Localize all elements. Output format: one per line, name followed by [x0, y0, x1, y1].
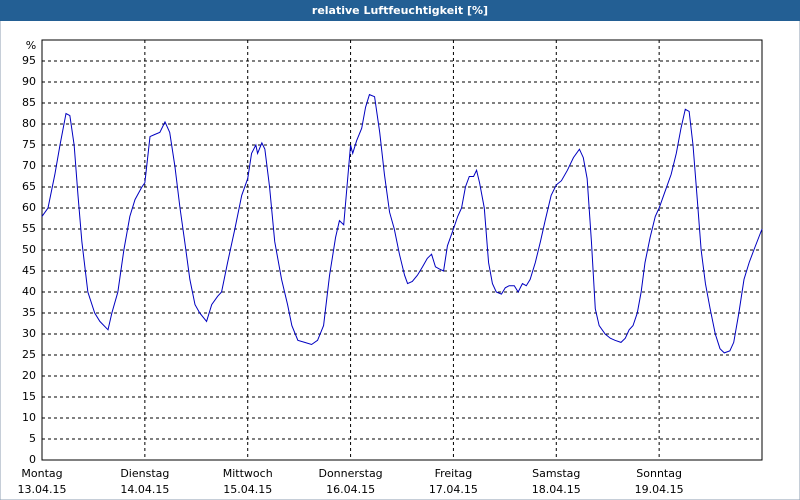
chart-title: relative Luftfeuchtigkeit [%]: [312, 4, 488, 17]
y-tick-label: 65: [22, 180, 36, 193]
x-tick-date: 15.04.15: [223, 483, 272, 496]
y-tick-label: 30: [22, 327, 36, 340]
y-tick-label: 95: [22, 54, 36, 67]
y-tick-label: 75: [22, 138, 36, 151]
y-tick-label: 15: [22, 390, 36, 403]
x-tick-label: Montag: [21, 467, 62, 480]
data-line: [41, 93, 763, 354]
y-axis-label: %: [26, 39, 36, 52]
y-tick-label: 50: [22, 243, 36, 256]
y-tick-label: 55: [22, 222, 36, 235]
x-tick-label: Freitag: [435, 467, 473, 480]
y-tick-label: 90: [22, 75, 36, 88]
x-tick-date: 17.04.15: [429, 483, 478, 496]
x-tick-date: 16.04.15: [326, 483, 375, 496]
x-tick-label: Dienstag: [120, 467, 169, 480]
y-tick-label: 70: [22, 159, 36, 172]
x-tick-label: Donnerstag: [318, 467, 382, 480]
y-tick-label: 45: [22, 264, 36, 277]
x-tick-date: 18.04.15: [532, 483, 581, 496]
x-tick-date: 19.04.15: [635, 483, 684, 496]
x-tick-date: 14.04.15: [120, 483, 169, 496]
y-tick-label: 85: [22, 96, 36, 109]
y-tick-label: 10: [22, 411, 36, 424]
y-tick-label: 40: [22, 285, 36, 298]
y-tick-label: 5: [29, 432, 36, 445]
y-tick-label: 0: [29, 453, 36, 466]
y-tick-label: 35: [22, 306, 36, 319]
x-tick-date: 13.04.15: [18, 483, 67, 496]
x-tick-label: Mittwoch: [223, 467, 273, 480]
y-tick-label: 25: [22, 348, 36, 361]
y-tick-label: 20: [22, 369, 36, 382]
x-tick-label: Sonntag: [636, 467, 682, 480]
y-tick-label: 80: [22, 117, 36, 130]
title-bar: [0, 0, 800, 21]
y-tick-label: 60: [22, 201, 36, 214]
x-tick-label: Samstag: [532, 467, 580, 480]
